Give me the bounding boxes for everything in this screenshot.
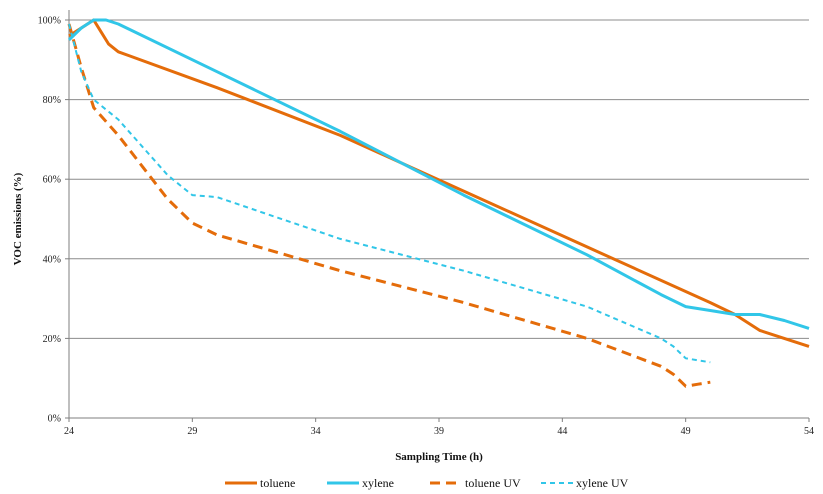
legend-label: xylene (362, 476, 394, 490)
series-line-xylene-UV (68, 23, 711, 364)
y-axis-title: VOC emissions (%) (12, 172, 24, 265)
x-tick-labels: 24 29 34 39 44 49 54 (64, 426, 814, 437)
y-tick-labels: 0% 20% 40% 60% 80% 100% (38, 16, 61, 425)
y-tick-label: 60% (43, 175, 61, 186)
y-tick-label: 80% (43, 95, 61, 106)
legend-label: toluene (260, 476, 295, 490)
series-lines (67, 18, 810, 388)
x-tick-label: 24 (64, 426, 74, 437)
y-tick-label: 20% (43, 334, 61, 345)
legend-label: xylene UV (576, 476, 629, 490)
x-tick-label: 39 (434, 426, 444, 437)
legend-label: toluene UV (465, 476, 521, 490)
x-tick-label: 44 (557, 426, 567, 437)
series-line-toluene-UV (67, 23, 711, 388)
y-tick-label: 0% (48, 414, 61, 425)
x-tick-label: 54 (804, 426, 814, 437)
y-tick-label: 100% (38, 16, 61, 27)
series-line-xylene (67, 18, 810, 330)
x-axis-title: Sampling Time (h) (395, 451, 483, 463)
x-tick-label: 29 (187, 426, 197, 437)
legend: toluene xylene toluene UV xylene UV (225, 476, 629, 490)
series-line-toluene (68, 18, 810, 348)
axes (65, 10, 810, 422)
x-tick-label: 34 (311, 426, 321, 437)
y-tick-label: 40% (43, 254, 61, 265)
x-tick-label: 49 (681, 426, 691, 437)
